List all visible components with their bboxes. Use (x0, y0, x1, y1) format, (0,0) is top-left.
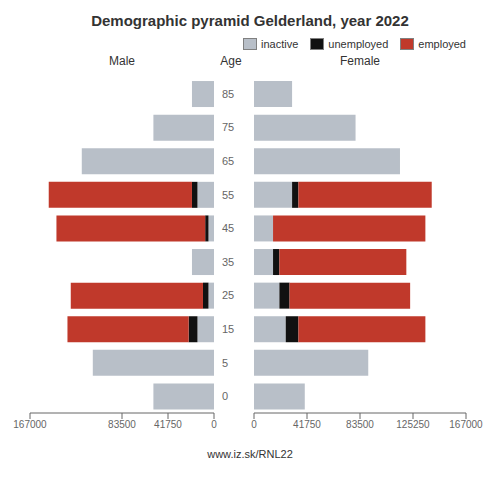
svg-text:83500: 83500 (108, 419, 136, 430)
html-text:inactive: inactive (261, 38, 299, 50)
svg-text:125250: 125250 (396, 419, 430, 430)
svg-text:45: 45 (222, 222, 234, 234)
html-text:Male: Male (109, 54, 135, 68)
svg-text:41750: 41750 (154, 419, 182, 430)
html-text:Female: Female (340, 54, 380, 68)
svg-text:41750: 41750 (293, 419, 321, 430)
svg-text:75: 75 (222, 121, 234, 133)
html-text:unemployed: unemployed (328, 38, 389, 50)
html-text:www.iz.sk/RNL22: www.iz.sk/RNL22 (207, 448, 293, 460)
svg-text:35: 35 (222, 256, 234, 268)
svg-text:85: 85 (222, 88, 234, 100)
svg-text:0: 0 (251, 419, 257, 430)
svg-text:15: 15 (222, 323, 234, 335)
svg-text:55: 55 (222, 189, 234, 201)
svg-text:0: 0 (222, 390, 228, 402)
svg-text:83500: 83500 (346, 419, 374, 430)
html-text:employed: employed (418, 38, 466, 50)
svg-text:5: 5 (222, 357, 228, 369)
html-text:Age: Age (220, 54, 242, 68)
svg-text:167000: 167000 (13, 419, 47, 430)
html-text:Demographic pyramid Gelderland: Demographic pyramid Gelderland, year 202… (91, 12, 409, 29)
svg-text:0: 0 (211, 419, 217, 430)
svg-text:25: 25 (222, 289, 234, 301)
svg-text:65: 65 (222, 155, 234, 167)
svg-text:167000: 167000 (449, 419, 483, 430)
